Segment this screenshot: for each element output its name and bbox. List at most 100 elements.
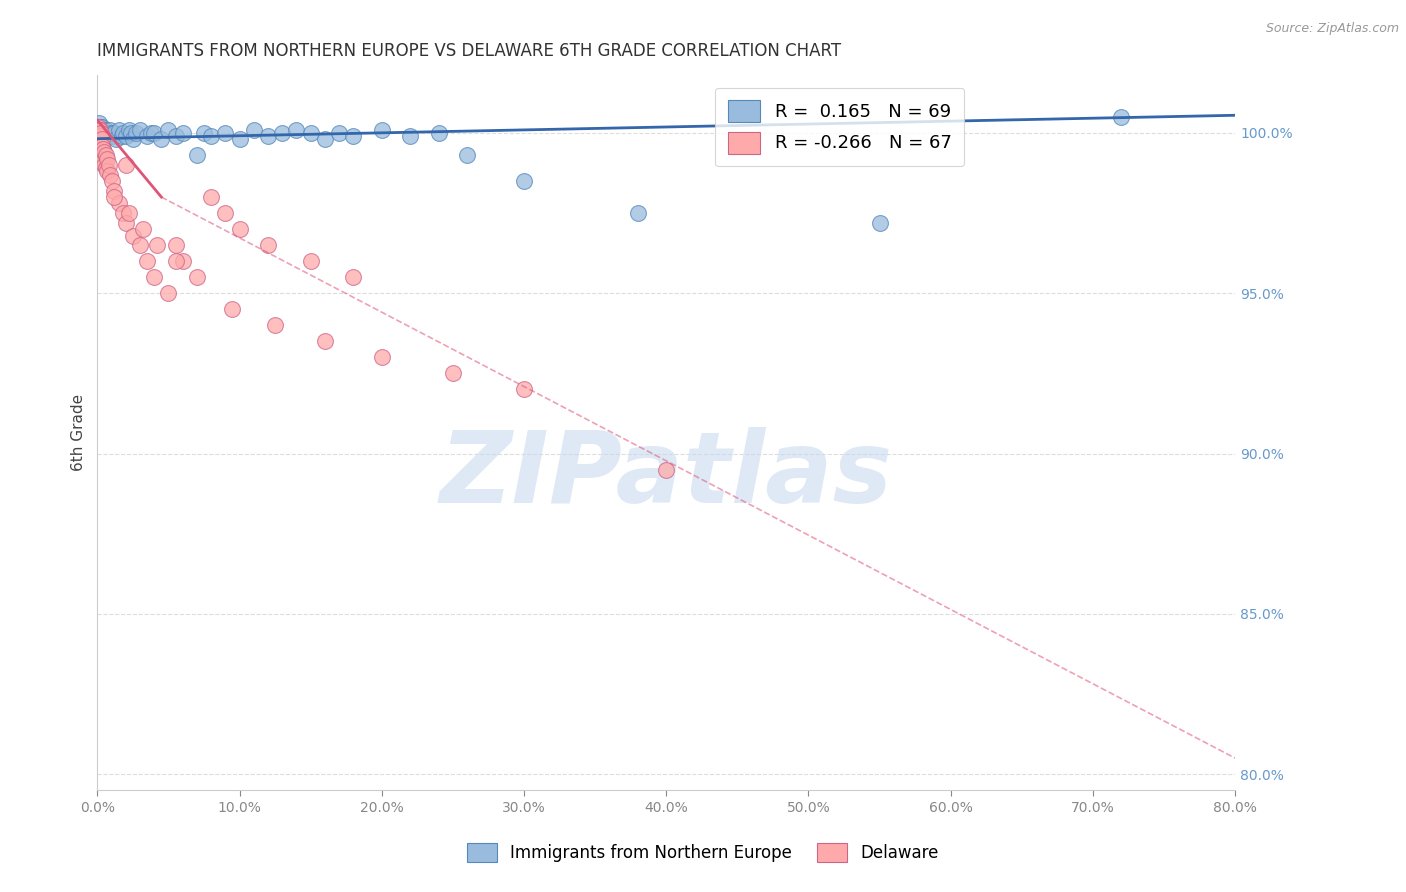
Point [125,126,148,140]
Point [96,126,118,140]
Point [90,138,112,153]
Point [513,383,536,397]
Point [129,238,152,252]
Point [271,126,294,140]
Point [228,222,250,236]
Point [299,126,322,140]
Point [314,132,336,146]
Point [100,129,122,144]
Point [143,126,166,140]
Point [655,462,678,476]
Point [441,367,464,381]
Point [264,318,287,333]
Point [90,132,112,146]
Point [129,122,152,136]
Point [89,126,111,140]
Point [89,142,111,156]
Point [257,129,280,144]
Point [87,132,110,146]
Point [93,132,115,146]
Point [89,132,111,146]
Point [136,254,159,268]
Point [157,286,180,301]
Point [122,228,145,243]
Point [869,216,891,230]
Point [111,126,134,140]
Point [94,148,117,162]
Point [299,254,322,268]
Point [90,126,112,140]
Point [214,206,236,220]
Point [94,122,117,136]
Point [146,238,169,252]
Point [97,126,120,140]
Point [91,126,114,140]
Point [221,302,243,317]
Point [87,120,110,134]
Point [200,129,222,144]
Point [193,126,215,140]
Point [98,122,121,136]
Point [91,129,114,144]
Point [90,126,112,140]
Point [90,120,112,134]
Point [89,129,111,144]
Point [107,196,129,211]
Point [114,216,136,230]
Point [103,184,125,198]
Point [91,126,114,140]
Point [90,142,112,156]
Point [103,126,125,140]
Point [94,161,117,176]
Point [103,190,125,204]
Point [89,122,111,136]
Point [87,126,110,140]
Point [93,122,115,136]
Point [114,158,136,172]
Point [90,152,112,166]
Point [100,126,122,140]
Point [89,122,111,136]
Point [87,138,110,153]
Point [1111,110,1133,124]
Point [314,334,336,349]
Point [90,126,112,140]
Point [342,270,364,285]
Point [100,174,122,188]
Point [328,126,350,140]
Legend: R =  0.165   N = 69, R = -0.266   N = 67: R = 0.165 N = 69, R = -0.266 N = 67 [716,87,965,166]
Point [97,158,120,172]
Point [285,122,308,136]
Point [214,126,236,140]
Point [121,126,143,140]
Point [456,148,478,162]
Point [98,168,121,182]
Text: ZIPatlas: ZIPatlas [440,427,893,524]
Point [90,122,112,136]
Point [513,174,536,188]
Point [87,122,110,136]
Point [117,206,139,220]
Point [117,122,139,136]
Point [371,122,394,136]
Point [110,129,132,144]
Point [87,136,110,150]
Point [87,122,110,136]
Point [157,122,180,136]
Point [111,206,134,220]
Y-axis label: 6th Grade: 6th Grade [72,394,86,471]
Point [257,238,280,252]
Point [91,122,114,136]
Point [399,129,422,144]
Point [96,164,118,178]
Point [93,158,115,172]
Point [228,132,250,146]
Legend: Immigrants from Northern Europe, Delaware: Immigrants from Northern Europe, Delawar… [458,834,948,871]
Point [165,238,187,252]
Point [371,351,394,365]
Point [94,126,117,140]
Point [91,120,114,134]
Point [89,116,111,130]
Point [104,132,127,146]
Point [165,254,187,268]
